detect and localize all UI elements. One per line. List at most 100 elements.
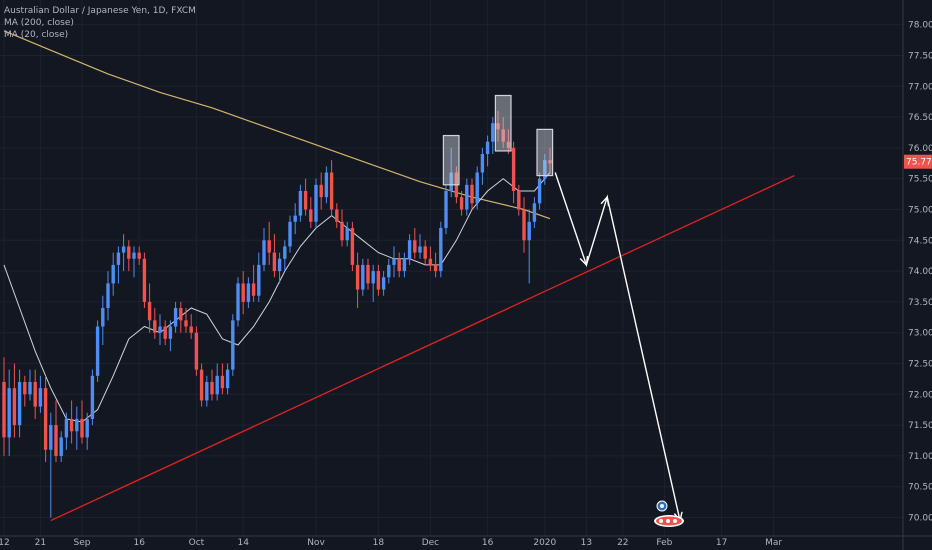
trendline-layer — [50, 174, 795, 522]
y-tick-label: 72.500 — [908, 359, 932, 369]
candle-body — [506, 141, 511, 148]
y-tick-label: 76.000 — [908, 144, 932, 154]
candle-body — [402, 258, 407, 272]
candle-body — [220, 375, 225, 389]
candle-body — [517, 190, 521, 210]
y-tick-label: 76.500 — [908, 113, 932, 123]
candle-body — [522, 209, 526, 241]
x-tick-label: 16 — [133, 538, 145, 548]
tradingview-logo-icon — [654, 500, 684, 527]
candle-body — [54, 425, 58, 456]
candle-body — [75, 418, 79, 432]
y-tick-label: 70.000 — [908, 514, 932, 524]
candle-body — [179, 308, 183, 321]
highlight-box — [442, 134, 460, 186]
last-price-badge — [904, 154, 932, 169]
candle-body — [371, 271, 375, 284]
candle-body — [288, 221, 292, 247]
ma20-legend: MA (20, close) — [4, 30, 69, 40]
highlight-boxes-layer — [442, 94, 554, 186]
y-tick-label: 71.500 — [908, 421, 932, 431]
candle-body — [116, 252, 121, 265]
candle-body — [132, 252, 136, 259]
candle-body — [38, 388, 43, 407]
candle-body — [537, 178, 542, 204]
candle-body — [340, 221, 344, 241]
candle-body — [470, 184, 474, 204]
candle-body — [106, 283, 110, 309]
candle-body — [33, 381, 37, 407]
x-tick-label: Sep — [74, 538, 91, 548]
y-tick-label: 75.500 — [908, 175, 932, 185]
candle-body — [2, 381, 6, 438]
candle-body — [491, 123, 495, 142]
candle-body — [215, 375, 219, 395]
candle-body — [501, 129, 505, 142]
candle-body — [433, 264, 438, 272]
y-tick-label: 71.000 — [908, 452, 932, 462]
candle-body — [387, 264, 391, 278]
x-tick-label: 12 — [0, 538, 10, 548]
candle-body — [257, 264, 261, 296]
candle-body — [205, 381, 209, 401]
candle-body — [121, 246, 126, 253]
candle-body — [350, 227, 355, 265]
candle-body — [272, 252, 277, 272]
x-tick-label: 22 — [617, 538, 628, 548]
x-tick-label: 2020 — [533, 538, 556, 548]
candle-body — [376, 271, 381, 290]
candle-body — [12, 388, 17, 426]
candle-body — [137, 252, 141, 259]
candle-body — [277, 258, 282, 272]
candle-body — [418, 246, 422, 253]
candle-body — [80, 418, 84, 438]
candle-body — [298, 190, 303, 216]
candle-body — [7, 388, 11, 438]
x-tick-label: Mar — [765, 538, 782, 548]
candle-body — [147, 301, 152, 321]
candle-body — [127, 246, 131, 259]
candle-body — [361, 264, 365, 290]
candle-body — [189, 326, 193, 333]
candle-body — [511, 147, 516, 191]
candle-body — [163, 326, 167, 339]
x-tick-label: 18 — [373, 538, 385, 548]
x-tick-label: Dec — [422, 538, 439, 548]
candle-body — [283, 246, 287, 259]
candle-body — [423, 246, 427, 259]
candle-body — [101, 308, 105, 327]
candle-body — [210, 381, 214, 395]
candle-body — [231, 320, 235, 370]
x-tick-label: Feb — [656, 538, 672, 548]
candle-body — [397, 258, 401, 272]
candle-body — [43, 388, 48, 450]
candle-body — [335, 209, 339, 222]
candle-body — [293, 215, 297, 222]
candle-body — [17, 381, 22, 426]
candle-body — [28, 381, 32, 395]
candle-body — [345, 227, 349, 241]
candle-body — [90, 375, 95, 419]
candle-body — [142, 258, 147, 302]
y-tick-label: 74.500 — [908, 236, 932, 246]
x-tick-label: 14 — [237, 538, 249, 548]
ma20-line — [3, 172, 551, 423]
moving-average-layer — [3, 30, 551, 423]
candle-body — [527, 221, 531, 241]
candle-body — [496, 123, 500, 130]
candle-body — [168, 326, 173, 339]
candle-body — [314, 184, 318, 222]
highlight-box — [536, 128, 554, 177]
candle-body — [355, 264, 360, 290]
candle-body — [485, 141, 490, 155]
projection-arrowhead — [600, 195, 610, 207]
projection-arrowhead — [579, 255, 589, 267]
candle-body — [413, 240, 417, 253]
candle-body — [194, 332, 199, 370]
candle-body — [459, 197, 464, 210]
x-tick-label: 16 — [482, 538, 494, 548]
